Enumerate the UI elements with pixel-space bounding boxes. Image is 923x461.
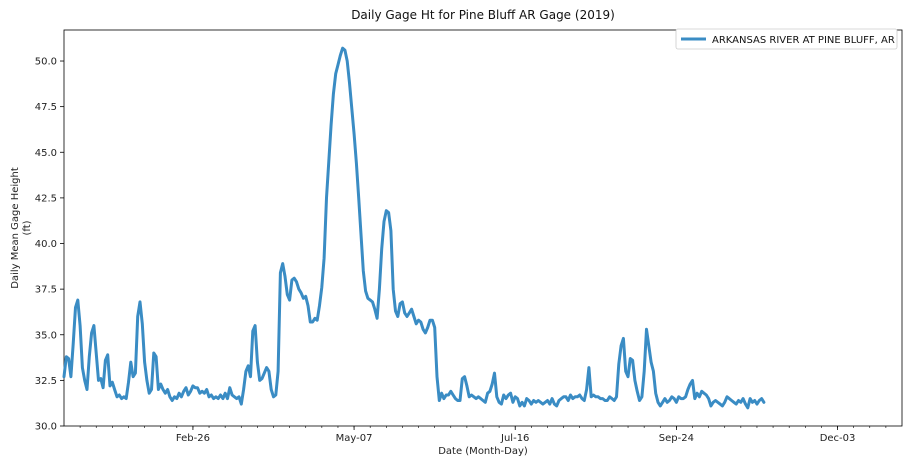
y-axis-ticks: 30.0 32.5 35.0 37.5 40.0 42.5 45.0 47.5 50.0 [35, 57, 64, 433]
y-tick-label: 50.0 [35, 57, 57, 68]
x-tick-label: Jul-16 [500, 433, 529, 444]
plot-area: 30.0 32.5 35.0 37.5 40.0 42.5 45.0 47.5 50.0 Feb… [35, 29, 903, 444]
legend-label: ARKANSAS RIVER AT PINE BLUFF, AR [712, 35, 895, 46]
y-axis-title-line2: (ft) [22, 220, 33, 235]
y-tick-label: 47.5 [35, 102, 57, 113]
x-axis-minor-ticks [79, 426, 887, 428]
y-axis-title: Daily Mean Gage Height (ft) [10, 167, 33, 289]
legend-box [675, 28, 898, 50]
y-tick-label: 30.0 [35, 422, 57, 433]
y-tick-label: 45.0 [35, 148, 57, 159]
x-axis-title: Date (Month-Day) [438, 446, 528, 457]
y-tick-label: 32.5 [35, 376, 57, 387]
x-tick-label: Sep-24 [659, 433, 694, 444]
y-tick-label: 42.5 [35, 193, 57, 204]
chart-title: Daily Gage Ht for Pine Bluff AR Gage (20… [351, 8, 615, 22]
x-tick-label: May-07 [336, 433, 373, 444]
y-axis-title-line1: Daily Mean Gage Height [10, 167, 21, 289]
series-line [62, 46, 766, 410]
y-tick-label: 40.0 [35, 239, 57, 250]
legend: ARKANSAS RIVER AT PINE BLUFF, AR [675, 28, 898, 50]
x-tick-label: Dec-03 [820, 433, 856, 444]
series-group [62, 46, 766, 410]
x-tick-label: Feb-26 [176, 433, 210, 444]
y-tick-label: 35.0 [35, 330, 57, 341]
y-tick-label: 37.5 [35, 285, 57, 296]
